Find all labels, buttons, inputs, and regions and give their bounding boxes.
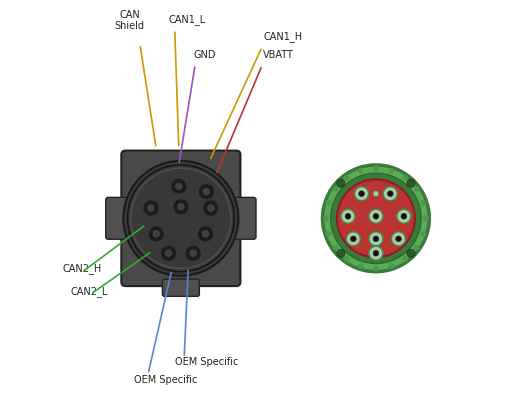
Text: CAN2_L: CAN2_L bbox=[70, 286, 107, 297]
Text: CAN1_L: CAN1_L bbox=[168, 14, 206, 25]
Text: CAN
Shield: CAN Shield bbox=[115, 10, 145, 31]
Circle shape bbox=[359, 191, 365, 197]
Text: OEM Specific: OEM Specific bbox=[175, 357, 238, 367]
Circle shape bbox=[160, 245, 177, 262]
Circle shape bbox=[407, 179, 415, 187]
Circle shape bbox=[407, 249, 415, 258]
Circle shape bbox=[178, 204, 184, 210]
Circle shape bbox=[402, 175, 408, 181]
Circle shape bbox=[337, 179, 415, 258]
Circle shape bbox=[396, 236, 401, 242]
Circle shape bbox=[373, 191, 379, 197]
FancyBboxPatch shape bbox=[163, 279, 199, 296]
Circle shape bbox=[208, 205, 214, 211]
Circle shape bbox=[337, 249, 345, 258]
Circle shape bbox=[358, 263, 363, 269]
Circle shape bbox=[423, 215, 429, 221]
Circle shape bbox=[413, 245, 419, 250]
Circle shape bbox=[345, 213, 351, 219]
Circle shape bbox=[173, 199, 189, 215]
Circle shape bbox=[369, 232, 383, 246]
Circle shape bbox=[331, 173, 421, 264]
Circle shape bbox=[383, 187, 397, 201]
Circle shape bbox=[373, 250, 379, 256]
Circle shape bbox=[391, 232, 406, 246]
Circle shape bbox=[350, 236, 356, 242]
Circle shape bbox=[153, 231, 159, 237]
Circle shape bbox=[148, 226, 165, 242]
Circle shape bbox=[332, 186, 338, 192]
Text: GND: GND bbox=[193, 50, 216, 60]
Circle shape bbox=[373, 165, 379, 171]
Circle shape bbox=[369, 246, 383, 260]
Circle shape bbox=[402, 256, 408, 262]
Circle shape bbox=[203, 188, 210, 195]
Circle shape bbox=[397, 209, 411, 223]
Circle shape bbox=[337, 179, 345, 187]
Circle shape bbox=[323, 215, 329, 221]
FancyBboxPatch shape bbox=[106, 197, 128, 239]
Circle shape bbox=[143, 200, 159, 216]
Text: VBATT: VBATT bbox=[263, 50, 294, 60]
Circle shape bbox=[176, 183, 182, 190]
Circle shape bbox=[421, 231, 427, 236]
Text: CAN1_H: CAN1_H bbox=[263, 31, 302, 42]
Circle shape bbox=[346, 232, 360, 246]
Circle shape bbox=[413, 186, 419, 192]
Circle shape bbox=[373, 213, 379, 219]
Circle shape bbox=[170, 178, 187, 194]
Circle shape bbox=[389, 263, 394, 269]
Circle shape bbox=[341, 209, 355, 223]
Circle shape bbox=[358, 168, 363, 173]
Circle shape bbox=[355, 187, 369, 201]
FancyBboxPatch shape bbox=[122, 150, 240, 286]
Circle shape bbox=[326, 231, 331, 236]
Circle shape bbox=[401, 213, 407, 219]
Circle shape bbox=[127, 165, 234, 272]
Circle shape bbox=[165, 250, 172, 257]
Text: CAN2_H: CAN2_H bbox=[63, 263, 102, 274]
Circle shape bbox=[148, 205, 154, 211]
Circle shape bbox=[388, 191, 393, 197]
Circle shape bbox=[369, 209, 383, 223]
Circle shape bbox=[202, 231, 209, 237]
Circle shape bbox=[326, 200, 331, 206]
Circle shape bbox=[343, 175, 349, 181]
Text: OEM Specific: OEM Specific bbox=[134, 375, 197, 385]
Circle shape bbox=[203, 200, 219, 216]
Circle shape bbox=[198, 183, 215, 200]
Circle shape bbox=[332, 245, 338, 250]
Circle shape bbox=[373, 236, 379, 242]
Circle shape bbox=[421, 200, 427, 206]
Circle shape bbox=[373, 266, 379, 271]
Circle shape bbox=[197, 226, 214, 242]
Circle shape bbox=[343, 256, 349, 262]
FancyBboxPatch shape bbox=[234, 197, 256, 239]
Circle shape bbox=[322, 165, 429, 272]
Circle shape bbox=[124, 161, 238, 276]
Circle shape bbox=[190, 250, 197, 257]
Circle shape bbox=[389, 168, 394, 173]
Circle shape bbox=[185, 245, 201, 262]
